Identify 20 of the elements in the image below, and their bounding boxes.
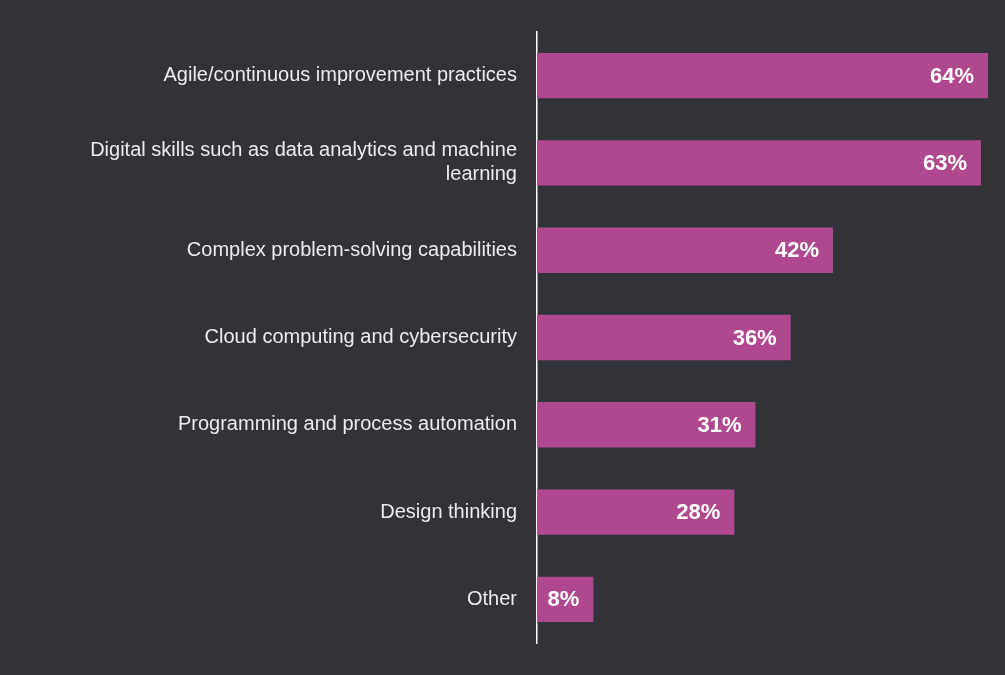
data-label: 63%	[922, 149, 967, 175]
bar	[537, 489, 735, 535]
bar	[537, 52, 988, 99]
y-tick-label: Design thinking	[380, 499, 517, 522]
data-label: 8%	[547, 586, 580, 612]
y-tick-label: Digital skills such as data analytics and machine learning	[90, 138, 517, 185]
y-tick-label: Agile/continuous improvement practices	[163, 63, 517, 86]
bar	[537, 227, 833, 273]
bar	[537, 314, 791, 361]
bar	[537, 402, 756, 448]
data-label: 64%	[929, 62, 974, 88]
y-tick-label: Complex problem-solving capabilities	[186, 237, 517, 260]
bar	[537, 140, 981, 186]
y-tick-label: Other	[466, 586, 518, 609]
data-label: 36%	[732, 324, 777, 350]
y-tick-label: Programming and process automation	[177, 412, 517, 435]
data-label: 28%	[676, 499, 721, 525]
data-label: 42%	[774, 237, 819, 263]
data-label: 31%	[697, 411, 742, 437]
y-tick-label: Cloud computing and cybersecurity	[204, 325, 517, 348]
